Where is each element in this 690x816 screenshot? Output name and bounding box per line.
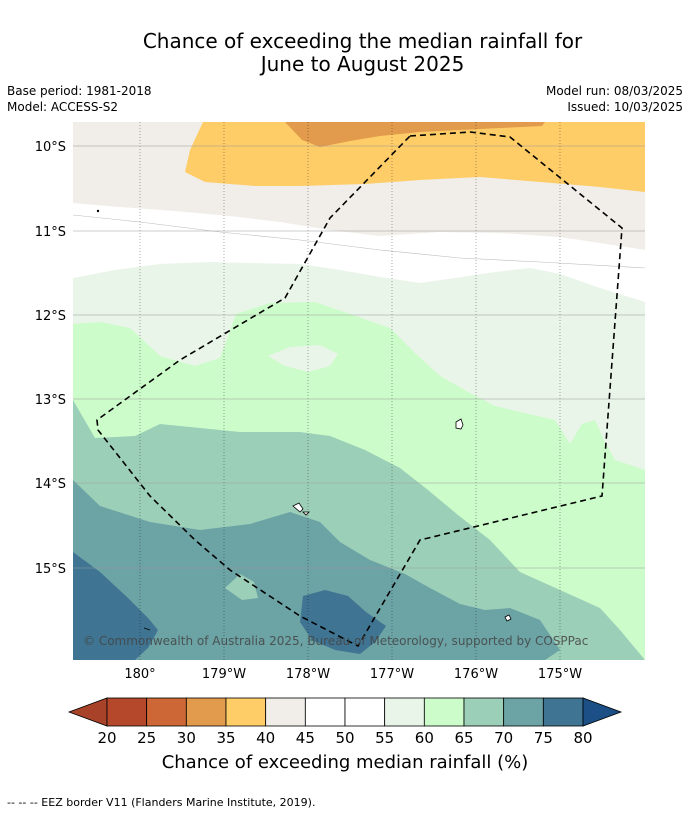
issued-date: Issued: 10/03/2025 [567,100,683,114]
colorbar-segment [265,697,306,727]
colorbar-tick-label: 75 [534,729,553,747]
colorbar-tick-label: 60 [415,729,434,747]
eez-footnote: -- -- -- EEZ border V11 (Flanders Marine… [7,796,316,809]
colorbar-segment [146,697,187,727]
meta-right: Model run: 08/03/2025 Issued: 10/03/2025 [546,83,683,115]
latitude-labels: 10°S 11°S 12°S 13°S 14°S 15°S [35,140,66,577]
colorbar-segment [225,697,267,727]
zone-55-60-pocket [268,345,338,372]
eez-border [96,131,623,648]
colorbar-tick-label: 70 [494,729,513,747]
lon-label: 176°W [454,667,498,682]
island-d [504,614,512,622]
islands [96,209,512,631]
colorbar-segment [304,697,346,727]
lon-label: 177°W [370,667,414,682]
colorbar-segment [463,697,505,727]
colorbar-segment [185,697,227,727]
lon-label: 175°W [538,667,582,682]
island-a [455,418,464,430]
island-e [143,627,151,631]
chart-title: Chance of exceeding the median rainfall … [0,30,690,76]
zone-75-80-west [73,552,158,660]
title-line-2: June to August 2025 [260,52,465,76]
island-c [302,511,310,516]
zone-35-40 [185,122,645,192]
zone-30-35 [285,122,545,147]
lat-label: 12°S [35,309,66,324]
zone-65-70-notch [225,574,258,600]
colorbar-segment [503,697,544,727]
lon-label: 179°W [202,667,246,682]
colorbar-tick-label: 30 [177,729,196,747]
zone-75-80-south [300,590,386,654]
colorbar-tick-label: 25 [137,729,156,747]
colorbar-extend-low [67,697,108,727]
colorbar-segment [106,697,148,727]
lat-label: 11°S [35,225,66,240]
model-run: Model run: 08/03/2025 [545,84,683,98]
colorbar-tick-label: 20 [97,729,116,747]
latitude-lines [73,145,645,569]
copyright-text: © Commonwealth of Australia 2025, Bureau… [83,634,588,648]
colorbar-extend-high [582,697,623,727]
lat-label: 15°S [35,562,66,577]
zone-70-75 [73,480,560,660]
colorbar-tick-label: 65 [454,729,473,747]
base-period: Base period: 1981-2018 [7,84,152,98]
lon-label: 178°W [286,667,330,682]
lon-label: 180° [124,667,155,682]
colorbar-tick-label: 40 [256,729,275,747]
contour-lines [73,214,645,269]
colorbar-segment [344,697,386,727]
colorbar-segment [423,697,465,727]
colorbar-segment [384,697,425,727]
map-fills: © Commonwealth of Australia 2025, Bureau… [73,122,645,660]
colorbar-tick-label: 55 [375,729,394,747]
lat-label: 13°S [35,393,66,408]
colorbar-segment [542,697,584,727]
colorbar: 20 25 30 35 40 45 50 55 60 65 70 75 80 [67,697,623,747]
island-f [96,209,100,213]
colorbar-tick-label: 35 [216,729,235,747]
longitude-labels: 180° 179°W 178°W 177°W 176°W 175°W [124,667,582,682]
meta-left: Base period: 1981-2018 Model: ACCESS-S2 [7,83,152,115]
colorbar-label: Chance of exceeding median rainfall (%) [161,752,529,773]
model-name: Model: ACCESS-S2 [7,100,119,114]
colorbar-tick-label: 50 [335,729,354,747]
lat-label: 14°S [35,477,66,492]
colorbar-tick-label: 45 [296,729,315,747]
title-line-1: Chance of exceeding the median rainfall … [142,29,583,53]
lat-label: 10°S [35,140,66,155]
island-b [292,502,304,513]
colorbar-tick-label: 80 [573,729,592,747]
